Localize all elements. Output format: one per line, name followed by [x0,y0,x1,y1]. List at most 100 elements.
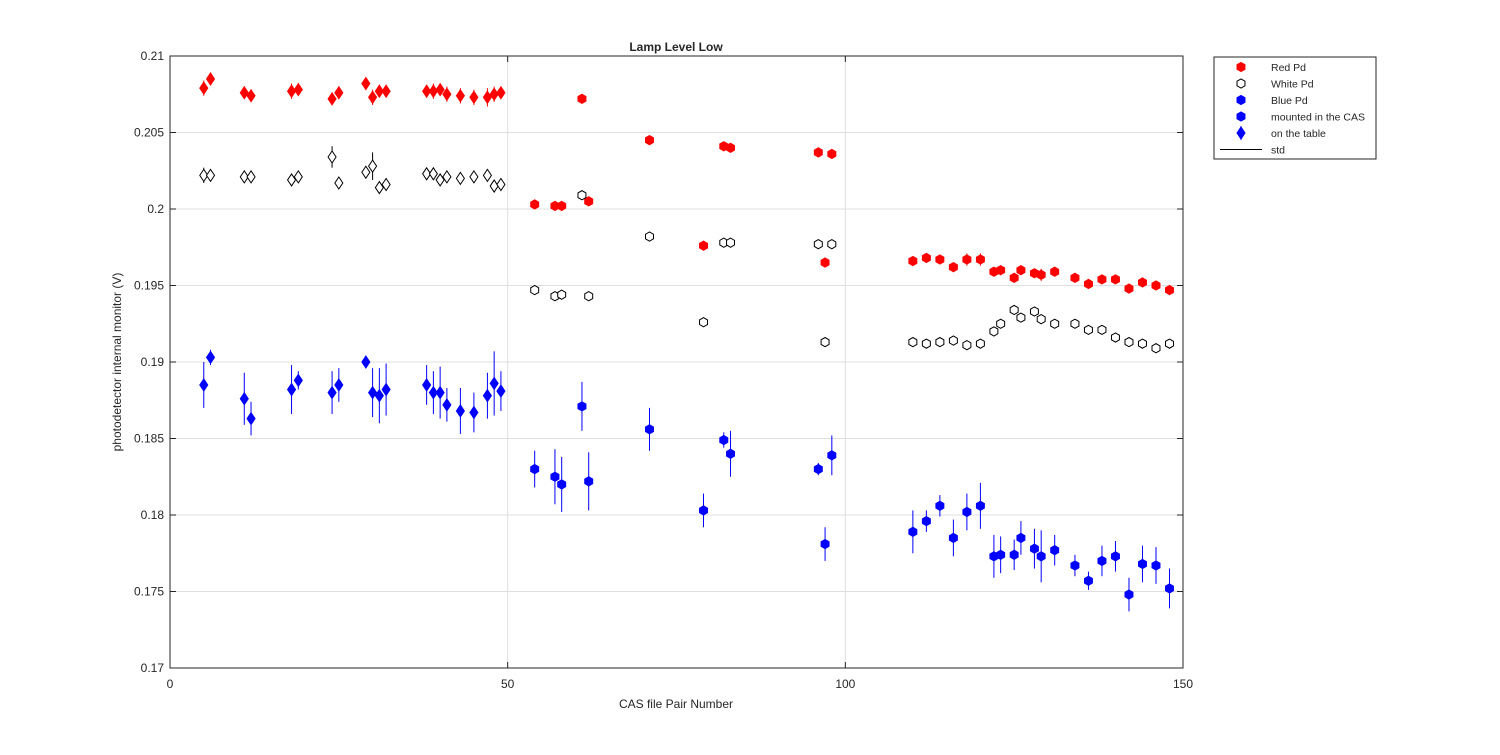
y-tick-label: 0.195 [134,279,164,293]
data-point [1050,318,1060,329]
data-point [530,284,540,296]
data-point [246,411,256,426]
data-point [948,335,958,346]
data-point [719,434,729,446]
data-point [428,166,438,181]
data-point [469,90,479,105]
data-point [948,532,958,544]
data-point [975,500,985,511]
series-red-pd [199,72,1174,296]
data-point [374,388,384,403]
data-point [293,169,303,184]
data-point [530,199,540,210]
data-point [908,526,918,538]
data-point [455,171,465,186]
data-point [699,505,708,516]
data-point [435,385,445,400]
data-point [1009,304,1019,316]
data-point [1165,583,1174,594]
data-point [1138,338,1147,349]
data-point [1110,332,1120,343]
data-point [577,190,587,201]
data-point [820,257,830,268]
data-point [469,169,479,184]
data-point [1151,280,1161,291]
legend-marker [1236,78,1246,89]
data-point [1036,269,1046,280]
data-point [827,450,837,461]
data-point [557,200,567,212]
data-point [246,88,256,103]
data-point [996,265,1006,276]
y-tick-label: 0.175 [134,585,164,599]
data-point [489,87,499,102]
data-point [584,476,594,487]
y-tick-label: 0.205 [134,126,164,140]
data-point [557,289,567,300]
data-point [1097,324,1107,336]
data-point [205,350,216,365]
data-point [820,538,830,550]
data-point [645,231,654,242]
data-point [428,84,438,99]
data-point [374,180,384,195]
data-point [1050,545,1060,556]
data-point [908,336,918,348]
data-point [1036,313,1046,325]
data-point [205,168,216,183]
y-tick-label: 0.185 [134,432,164,446]
data-point [199,81,209,96]
data-point [1016,265,1026,276]
data-point [584,196,594,207]
data-point [1110,551,1120,562]
data-point [1097,274,1107,285]
axis-ticks: 0 50 100 1500.170.1750.180.1850.190.1950.20… [134,49,1193,691]
data-point [1029,306,1039,317]
data-point [199,168,209,183]
data-point [422,166,432,181]
data-point [827,148,837,160]
data-point [1110,274,1120,285]
legend: Red Pd White Pd Blue Pd mounted in the CAS o… [1213,56,1377,160]
chart-title: Lamp Level Low [629,40,723,54]
data-point [496,384,506,398]
data-point [1050,266,1060,277]
data-point [726,448,736,459]
data-point [577,401,587,412]
y-tick-label: 0.17 [141,661,165,675]
data-point [577,93,587,105]
legend-box [1213,56,1377,160]
data-point [1165,284,1174,296]
series-blue-pd [199,349,1174,612]
y-tick-label: 0.18 [141,508,165,522]
legend-marker [1236,94,1246,106]
series-white-pd [199,146,1174,354]
data-point [1036,551,1046,562]
data-point [293,373,303,388]
data-point [1124,589,1134,600]
legend-label: std [1271,145,1285,157]
data-point [367,90,378,105]
data-point [482,90,493,105]
data-point [1070,318,1080,329]
x-tick-label: 150 [1173,677,1193,691]
data-point [813,147,823,158]
data-point [422,378,432,392]
data-point [962,339,972,351]
data-point [496,85,506,100]
data-point [935,254,945,265]
data-point [962,254,972,265]
data-point [455,404,465,418]
data-point [482,388,493,403]
data-series [199,72,1174,612]
data-point [921,338,931,349]
data-point [1070,272,1080,284]
data-point [1009,272,1019,284]
data-point [334,85,344,100]
data-point [327,91,337,106]
data-point [996,549,1006,560]
data-point [530,463,540,475]
data-point [334,176,344,190]
data-point [1151,560,1161,571]
grid [170,56,1183,668]
